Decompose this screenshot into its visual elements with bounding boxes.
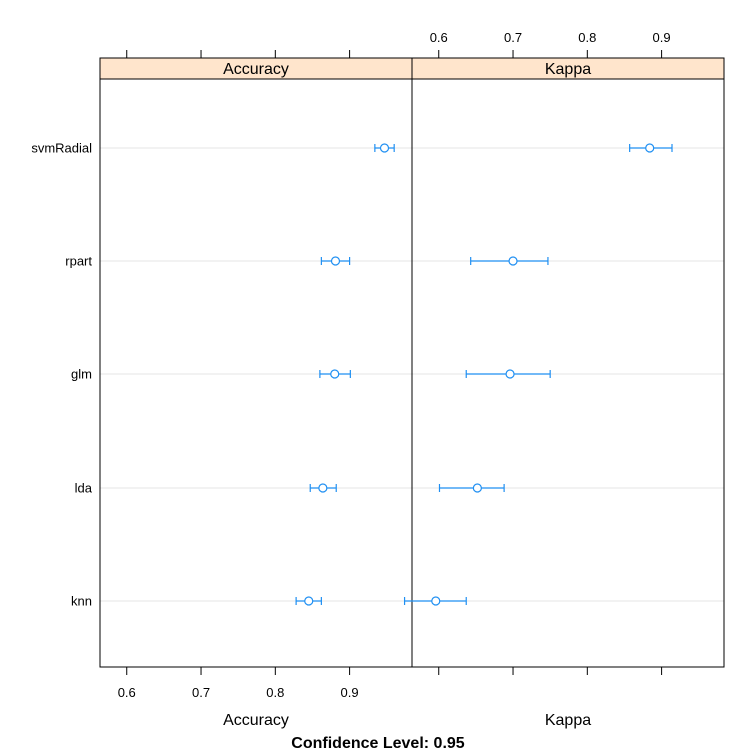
tick-label: 0.8	[578, 30, 596, 45]
point-estimate	[330, 256, 341, 266]
category-label-lda: lda	[75, 481, 93, 496]
tick-label: 0.7	[504, 30, 522, 45]
ci-svmRadial	[374, 143, 395, 153]
ci-glm	[465, 369, 551, 379]
point-estimate	[304, 596, 314, 606]
tick-label: 0.6	[430, 30, 448, 45]
ci-lda	[309, 483, 337, 493]
point-estimate	[318, 483, 328, 493]
category-label-knn: knn	[71, 594, 92, 609]
point-estimate	[330, 369, 340, 379]
axis-title-accuracy: Accuracy	[223, 712, 289, 729]
point-estimate	[431, 596, 441, 606]
ci-rpart	[320, 256, 351, 266]
strip-label: Accuracy	[223, 61, 289, 78]
category-label-glm: glm	[71, 367, 92, 382]
tick-label: 0.8	[266, 685, 284, 700]
ci-lda	[438, 483, 505, 493]
point-estimate	[645, 143, 655, 153]
tick-label: 0.6	[118, 685, 136, 700]
tick-label: 0.7	[192, 685, 210, 700]
panels: Accuracy 0.6 0.7 0.8 0.9 Accuracy Kappa 0.6 0.7 0…	[31, 30, 725, 729]
point-estimate	[379, 143, 390, 153]
category-label-rpart: rpart	[65, 254, 92, 269]
category-label-svmRadial: svmRadial	[31, 141, 92, 156]
tick-label: 0.9	[653, 30, 671, 45]
panel-accuracy: Accuracy 0.6 0.7 0.8 0.9 Accuracy	[99, 50, 413, 729]
ci-knn	[295, 596, 322, 606]
tick-label: 0.9	[341, 685, 359, 700]
point-estimate	[508, 256, 518, 266]
strip-label: Kappa	[545, 61, 591, 78]
panel-border	[411, 78, 725, 668]
ci-rpart	[470, 256, 549, 266]
ci-svmRadial	[629, 143, 673, 153]
panel-border	[99, 78, 413, 668]
ci-glm	[319, 369, 351, 379]
footer-confidence-level: Confidence Level: 0.95	[291, 735, 464, 752]
point-estimate	[472, 483, 482, 493]
axis-title-kappa: Kappa	[545, 712, 591, 729]
ci-knn	[403, 596, 467, 606]
panel-kappa: Kappa 0.6 0.7 0.8 0.9 Kappa	[403, 30, 725, 729]
point-estimate	[505, 369, 515, 379]
